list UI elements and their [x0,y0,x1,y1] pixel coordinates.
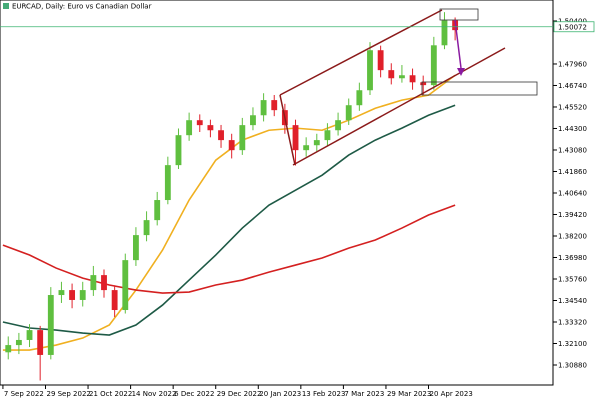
candle-body [122,260,129,311]
y-tick-label: 1.33320 [558,318,587,326]
x-tick-label: 7 Mar 2023 [344,390,384,398]
plot-area [0,0,554,386]
y-tick-label: 1.36980 [558,254,587,262]
candle-body [69,290,76,300]
candle-body [207,125,214,131]
y-tick-label: 1.38200 [558,232,587,240]
current-price-box [553,21,595,33]
candle-body [260,100,267,116]
y-tick-label: 1.40640 [558,189,587,197]
candle-body [388,70,395,79]
y-tick-label: 1.47960 [558,60,587,68]
candle-body [271,100,278,111]
candle-body [303,145,310,151]
candle-body [5,345,12,353]
x-tick-label: 20 Jan 2023 [259,390,301,398]
y-tick-label: 1.46740 [558,82,587,90]
y-tick-label: 1.39420 [558,211,587,219]
channel-upper [279,9,443,96]
x-tick-label: 21 Oct 2022 [89,390,132,398]
candle-body [154,200,161,221]
y-tick-label: 1.34540 [558,297,587,305]
candle-body [345,105,352,121]
candle-body [356,90,363,106]
y-tick-label: 1.44300 [558,125,587,133]
candle-body [175,135,182,166]
x-tick-label: 29 Dec 2022 [217,390,262,398]
x-tick-label: 20 Apr 2023 [430,390,473,398]
candle-body [26,330,33,340]
current-price-label: 1.50072 [558,23,587,31]
candle-body [101,275,107,291]
channel-edge [279,94,296,166]
candle-body [239,125,246,151]
y-tick-label: 1.30880 [558,361,587,369]
arrow [454,19,462,69]
moving-average [2,204,456,294]
drawings [279,8,538,166]
candle-body [313,140,320,146]
candle-body [218,130,224,141]
x-tick-label: 7 Sep 2022 [4,390,44,398]
candle-body [441,20,448,46]
x-tick-label: 29 Mar 2023 [387,390,431,398]
candle-body [37,330,44,355]
candle-body [164,165,171,201]
candle-body [47,295,54,355]
candle-body [196,120,203,126]
x-tick-label: 14 Nov 2022 [132,390,177,398]
candle-body [58,290,65,296]
candle-body [132,235,139,261]
candle-body [377,50,384,71]
candle-body [186,120,193,136]
moving-average [2,74,456,351]
candle-body [79,290,86,300]
channel-lower [292,47,506,166]
symbol-icon [3,3,9,9]
zone-box [421,81,538,96]
candle-body [111,290,118,311]
candle-body [250,115,256,126]
candle-body [398,75,405,79]
candle-body [228,140,235,151]
y-tick-label: 1.43080 [558,146,587,154]
candle-body [324,130,331,141]
candle-body [430,45,437,86]
y-tick-label: 1.35760 [558,275,587,283]
candle-body [143,220,150,236]
arrow-head [457,68,465,76]
moving-average [2,104,456,336]
zone-box [439,8,479,21]
candle-body [335,120,342,131]
candle-body [15,339,22,346]
y-tick-label: 1.32100 [558,340,587,348]
candle-body [409,75,416,83]
candle-body [367,50,373,91]
candle-body [90,275,97,291]
candle-body [292,125,299,151]
x-tick-label: 6 Dec 2022 [174,390,214,398]
x-tick-label: 29 Sep 2022 [46,390,90,398]
chart-title: EURCAD, Daily: Euro vs Canadian Dollar [12,3,152,11]
candle-body [420,82,427,86]
y-tick-label: 1.45520 [558,103,587,111]
x-tick-label: 13 Feb 2023 [302,390,346,398]
y-tick-label: 1.41860 [558,168,587,176]
